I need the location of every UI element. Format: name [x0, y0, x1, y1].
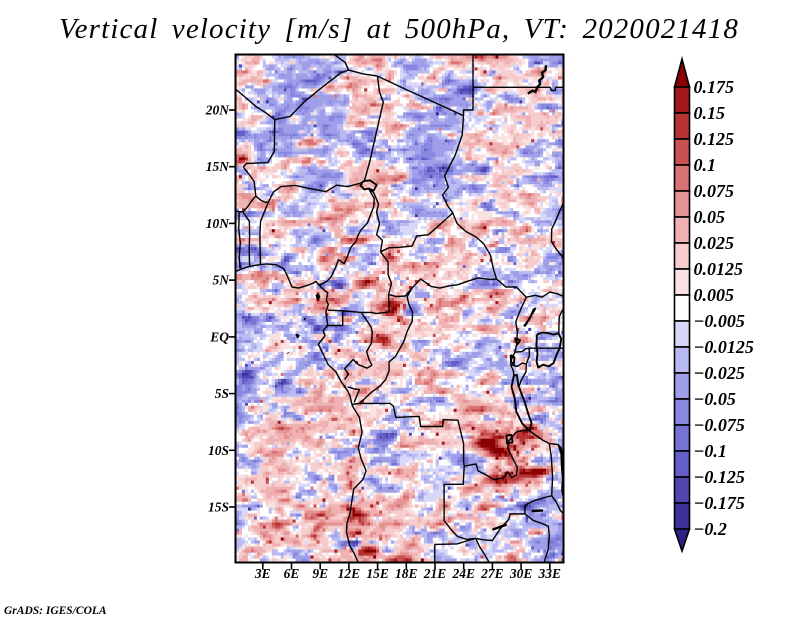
svg-text:24E: 24E — [451, 566, 475, 581]
svg-text:10N: 10N — [206, 216, 231, 231]
svg-text:0.0125: 0.0125 — [694, 259, 744, 279]
svg-text:0.1: 0.1 — [694, 155, 717, 175]
svg-text:0.05: 0.05 — [694, 207, 726, 227]
svg-text:21E: 21E — [423, 566, 447, 581]
svg-text:−0.175: −0.175 — [694, 493, 745, 513]
svg-text:33E: 33E — [538, 566, 562, 581]
svg-text:−0.0125: −0.0125 — [694, 337, 754, 357]
svg-text:−0.125: −0.125 — [694, 467, 745, 487]
svg-text:9E: 9E — [312, 566, 328, 581]
svg-text:18E: 18E — [395, 566, 418, 581]
svg-text:0.125: 0.125 — [694, 129, 735, 149]
svg-text:GrADS: IGES/COLA: GrADS: IGES/COLA — [4, 605, 107, 617]
svg-text:0.075: 0.075 — [694, 181, 735, 201]
svg-text:−0.05: −0.05 — [694, 389, 736, 409]
svg-text:0.15: 0.15 — [694, 103, 726, 123]
svg-text:Vertical velocity [m/s] at 500: Vertical velocity [m/s] at 500hPa, VT: 2… — [59, 13, 739, 45]
svg-text:20N: 20N — [205, 103, 231, 118]
svg-text:12E: 12E — [338, 566, 361, 581]
svg-text:−0.075: −0.075 — [694, 415, 745, 435]
svg-text:−0.025: −0.025 — [694, 363, 745, 383]
svg-text:6E: 6E — [284, 566, 300, 581]
svg-text:5N: 5N — [213, 273, 231, 288]
svg-text:−0.2: −0.2 — [694, 519, 727, 539]
svg-text:−0.1: −0.1 — [694, 441, 727, 461]
svg-text:0.175: 0.175 — [694, 77, 735, 97]
svg-text:0.025: 0.025 — [694, 233, 735, 253]
svg-text:15E: 15E — [366, 566, 389, 581]
svg-text:0.005: 0.005 — [694, 285, 735, 305]
svg-text:10S: 10S — [208, 443, 229, 458]
svg-text:15S: 15S — [208, 500, 229, 515]
svg-text:−0.005: −0.005 — [694, 311, 745, 331]
svg-text:EQ: EQ — [209, 329, 229, 344]
svg-text:30E: 30E — [509, 566, 533, 581]
svg-text:3E: 3E — [254, 566, 271, 581]
svg-text:27E: 27E — [480, 566, 504, 581]
svg-text:5S: 5S — [215, 386, 229, 401]
svg-text:15N: 15N — [206, 159, 231, 174]
